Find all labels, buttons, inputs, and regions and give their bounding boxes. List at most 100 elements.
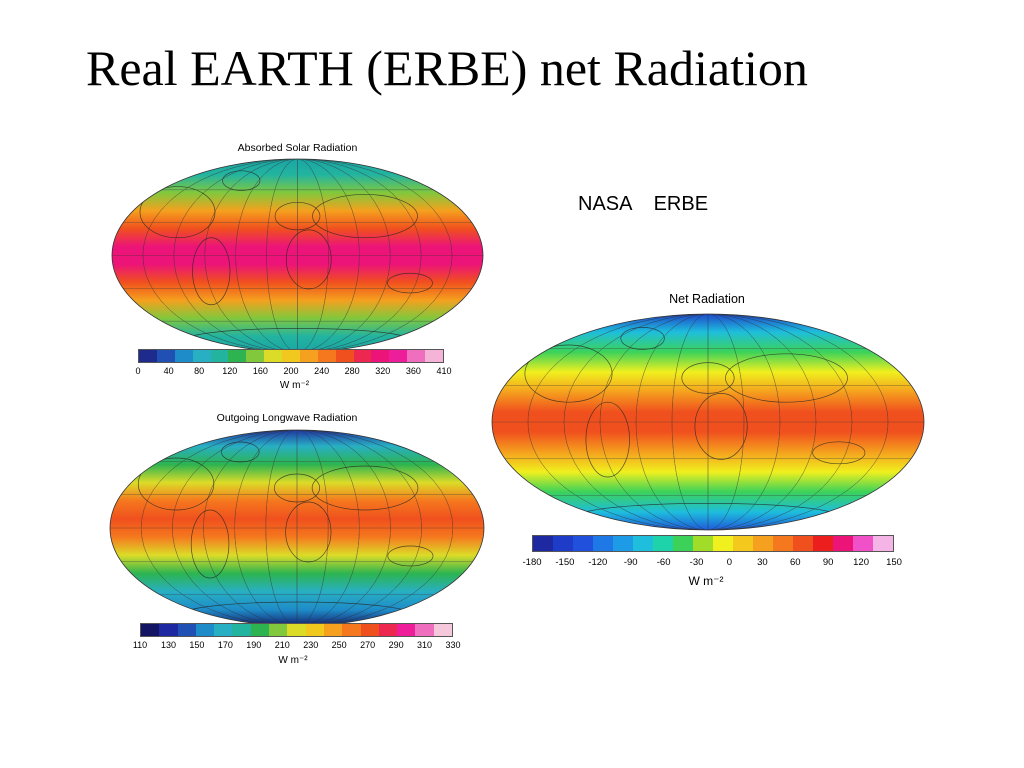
colorbar-swatch: [264, 350, 282, 362]
colorbar-tick-label: 410: [436, 366, 452, 376]
colorbar-tick-label: 240: [314, 366, 330, 376]
net-radiation-panel: Net Radiation -180 -150 -120 -90 -60 -30 0 30 60…: [490, 292, 926, 592]
colorbar-tick-label: 90: [822, 557, 834, 568]
colorbar-swatch: [214, 624, 233, 636]
colorbar-swatch: [246, 350, 265, 362]
colorbar-swatch: [853, 536, 873, 551]
colorbar-swatch: [282, 350, 300, 362]
colorbar-tick-label: 60: [789, 557, 801, 568]
colorbar-swatch: [353, 350, 372, 362]
absorbed-solar-unit: W m⁻²: [279, 380, 310, 391]
colorbar-swatch: [195, 624, 215, 636]
colorbar-swatch: [613, 536, 633, 551]
colorbar-tick-label: -180: [522, 557, 542, 568]
colorbar-swatch: [159, 624, 178, 636]
colorbar-swatch: [533, 536, 553, 551]
colorbar-swatch: [323, 624, 343, 636]
colorbar-swatch: [425, 350, 443, 362]
panel-title: Outgoing Longwave Radiation: [216, 412, 358, 424]
colorbar-swatch: [433, 624, 453, 636]
colorbar-swatch: [397, 624, 416, 636]
slide-title: Real EARTH (ERBE) net Radiation: [86, 40, 808, 96]
colorbar-tick-label: -30: [689, 557, 704, 568]
net-radiation-colorbar-ticks: -180 -150 -120 -90 -60 -30 0 30 60 90 120 150: [522, 557, 901, 569]
colorbar-swatch: [378, 624, 398, 636]
colorbar-tick-label: 30: [757, 557, 768, 568]
colorbar-tick-label: 80: [194, 366, 205, 376]
colorbar-tick-label: 0: [726, 557, 733, 568]
panel-title: Net Radiation: [669, 292, 745, 306]
colorbar-swatch: [833, 536, 853, 551]
colorbar-tick-label: -150: [555, 557, 575, 568]
colorbar-swatch: [141, 624, 160, 636]
colorbar-swatch: [360, 624, 379, 636]
colorbar-tick-label: 290: [388, 640, 404, 650]
colorbar-tick-label: 270: [360, 640, 376, 650]
colorbar-tick-label: 120: [222, 366, 238, 376]
colorbar-tick-label: 150: [189, 640, 205, 650]
colorbar-swatch: [335, 350, 354, 362]
colorbar-tick-label: 280: [344, 366, 360, 376]
colorbar-swatch: [139, 350, 157, 362]
colorbar-swatch: [633, 536, 653, 551]
colorbar-tick-label: -90: [623, 557, 638, 568]
nasa-erbe-credit: NASA ERBE: [578, 193, 709, 215]
colorbar-tick-label: 250: [331, 640, 347, 650]
colorbar-swatch: [553, 536, 573, 551]
outgoing-longwave-colorbar-ticks: 110 130 150 170 190 210 230 250 270 290 310 330: [133, 640, 461, 652]
colorbar-tick-label: 310: [417, 640, 433, 650]
colorbar-tick-label: 120: [853, 557, 870, 568]
colorbar-swatch: [156, 350, 175, 362]
colorbar-tick-label: 230: [303, 640, 319, 650]
net-radiation-unit: W m⁻²: [688, 574, 724, 588]
colorbar-tick-label: 200: [283, 366, 299, 376]
colorbar-swatch: [653, 536, 673, 551]
colorbar-swatch: [305, 624, 324, 636]
colorbar-tick-label: 210: [274, 640, 290, 650]
colorbar-swatch: [250, 624, 270, 636]
colorbar-tick-label: 360: [405, 366, 421, 376]
absorbed-solar-colorbar-ticks: 0 40 80 120 160 200 240 280 320 360 410: [135, 366, 451, 378]
colorbar-swatch: [753, 536, 773, 551]
colorbar-swatch: [177, 624, 196, 636]
colorbar-tick-label: 170: [217, 640, 233, 650]
colorbar-swatch: [713, 536, 733, 551]
colorbar-tick-label: 110: [132, 640, 148, 650]
absorbed-solar-radiation-panel: Absorbed Solar Radiation 0 40 80 120 160 200 2…: [110, 142, 485, 397]
colorbar-swatch: [317, 350, 336, 362]
colorbar-swatch: [673, 536, 693, 551]
colorbar-tick-label: -60: [656, 557, 671, 568]
colorbar-tick-label: -120: [588, 557, 608, 568]
colorbar-swatch: [773, 536, 793, 551]
colorbar-tick-label: 40: [163, 366, 174, 376]
colorbar-swatch: [733, 536, 753, 551]
colorbar-swatch: [174, 350, 193, 362]
colorbar-swatch: [287, 624, 306, 636]
colorbar-swatch: [232, 624, 251, 636]
outgoing-longwave-colorbar: [140, 623, 453, 637]
colorbar-swatch: [693, 536, 713, 551]
colorbar-tick-label: 160: [252, 366, 268, 376]
colorbar-tick-label: 0: [135, 366, 141, 376]
colorbar-swatch: [593, 536, 613, 551]
colorbar-swatch: [299, 350, 318, 362]
absorbed-solar-colorbar: [138, 349, 444, 363]
colorbar-tick-label: 190: [246, 640, 262, 650]
colorbar-swatch: [269, 624, 288, 636]
panel-title: Absorbed Solar Radiation: [237, 142, 358, 154]
colorbar-swatch: [407, 350, 425, 362]
colorbar-tick-label: 130: [160, 640, 176, 650]
absorbed-solar-radiation-map: [111, 158, 484, 353]
net-radiation-colorbar: [532, 535, 894, 552]
colorbar-tick-label: 150: [886, 557, 902, 568]
colorbar-swatch: [192, 350, 211, 362]
net-radiation-map: [491, 313, 925, 531]
colorbar-swatch: [793, 536, 813, 551]
outgoing-longwave-radiation-map: [109, 429, 485, 627]
colorbar-tick-label: 320: [375, 366, 391, 376]
colorbar-swatch: [813, 536, 833, 551]
colorbar-swatch: [228, 350, 247, 362]
colorbar-swatch: [415, 624, 434, 636]
colorbar-swatch: [389, 350, 408, 362]
colorbar-swatch: [342, 624, 361, 636]
